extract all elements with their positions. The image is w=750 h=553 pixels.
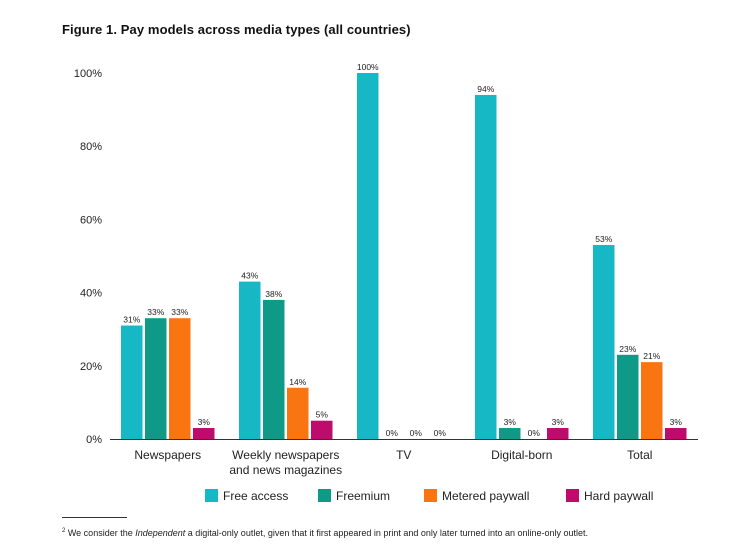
x-tick-label-line: and news magazines <box>229 463 342 477</box>
data-label: 31% <box>123 315 140 325</box>
bar-freemium <box>499 428 521 439</box>
data-label: 94% <box>477 84 494 94</box>
legend-swatch-free-access <box>205 489 218 502</box>
legend-swatch-freemium <box>318 489 331 502</box>
x-tick-label: Total <box>627 448 652 462</box>
bar-freemium <box>145 318 167 439</box>
bar-hard-paywall <box>311 420 333 439</box>
data-label: 100% <box>357 62 379 72</box>
footnote-text-end: a digital-only outlet, given that it fir… <box>185 528 589 538</box>
x-axis-labels: Newspapers Weekly newspapers and news maga… <box>134 448 652 477</box>
bar-chart: 0% 20% 40% 60% 80% 100% 31% 43% 100% 94% 53% 33% 38… <box>74 62 698 503</box>
legend-swatch-hard-paywall <box>566 489 579 502</box>
bar-hard-paywall <box>547 428 569 439</box>
bar-free-access <box>593 245 615 439</box>
bars-group <box>121 73 687 440</box>
data-label: 0% <box>434 428 447 438</box>
bar-free-access <box>239 281 261 439</box>
legend-label-metered-paywall: Metered paywall <box>442 489 529 503</box>
footnote-italic-text: Independent <box>135 528 186 538</box>
bar-free-access <box>475 94 497 440</box>
x-tick-label-line: Digital-born <box>491 448 552 462</box>
bar-freemium <box>617 354 639 439</box>
bar-hard-paywall <box>665 428 687 439</box>
bar-free-access <box>357 73 379 439</box>
data-label: 0% <box>386 428 399 438</box>
data-label: 14% <box>289 377 306 387</box>
legend: Free access Freemium Metered paywall Hard p… <box>205 489 653 503</box>
footnote-marker: 2 <box>62 528 66 534</box>
y-tick-label: 40% <box>80 288 102 300</box>
data-label: 5% <box>316 410 329 420</box>
data-label: 33% <box>171 307 188 317</box>
data-label: 33% <box>147 307 164 317</box>
data-label: 3% <box>504 417 517 427</box>
data-label: 38% <box>265 289 282 299</box>
bar-free-access <box>121 325 143 439</box>
x-tick-label-line: Newspapers <box>134 448 201 462</box>
data-label: 43% <box>241 271 258 281</box>
y-tick-label: 100% <box>74 68 102 80</box>
data-label: 3% <box>198 417 211 427</box>
x-tick-label: TV <box>396 448 411 462</box>
bar-metered-paywall <box>169 318 191 439</box>
y-tick-label: 20% <box>80 361 102 373</box>
data-label: 21% <box>643 351 660 361</box>
x-tick-label: Newspapers <box>134 448 201 462</box>
footnote-text-start: We consider the <box>65 528 136 538</box>
x-tick-label: Weekly newspapers and news magazines <box>229 448 342 477</box>
value-labels-group: 31% 43% 100% 94% 53% 33% 38% 0% 3% 23% 33% 14% 0% 0% 2… <box>123 62 682 438</box>
legend-label-freemium: Freemium <box>336 489 390 503</box>
data-label: 3% <box>670 417 683 427</box>
chart-title: Figure 1. Pay models across media types … <box>62 22 411 37</box>
y-tick-label: 0% <box>86 434 102 446</box>
data-label: 53% <box>595 234 612 244</box>
y-tick-label: 60% <box>80 214 102 226</box>
legend-label-hard-paywall: Hard paywall <box>584 489 653 503</box>
data-label: 0% <box>410 428 423 438</box>
bar-metered-paywall <box>641 362 663 439</box>
footnote: 2 We consider the Independent a digital-… <box>62 528 588 538</box>
data-label: 3% <box>552 417 565 427</box>
bar-hard-paywall <box>193 428 215 439</box>
x-tick-label-line: Total <box>627 448 652 462</box>
footnote-divider <box>62 517 127 518</box>
x-tick-label-line: Weekly newspapers <box>232 448 339 462</box>
data-label: 0% <box>528 428 541 438</box>
y-tick-label: 80% <box>80 141 102 153</box>
legend-label-free-access: Free access <box>223 489 288 503</box>
bar-freemium <box>263 299 285 439</box>
bar-metered-paywall <box>287 387 309 439</box>
legend-swatch-metered-paywall <box>424 489 437 502</box>
x-tick-label: Digital-born <box>491 448 552 462</box>
x-tick-label-line: TV <box>396 448 411 462</box>
data-label: 23% <box>619 344 636 354</box>
y-axis: 0% 20% 40% 60% 80% 100% <box>74 68 102 446</box>
